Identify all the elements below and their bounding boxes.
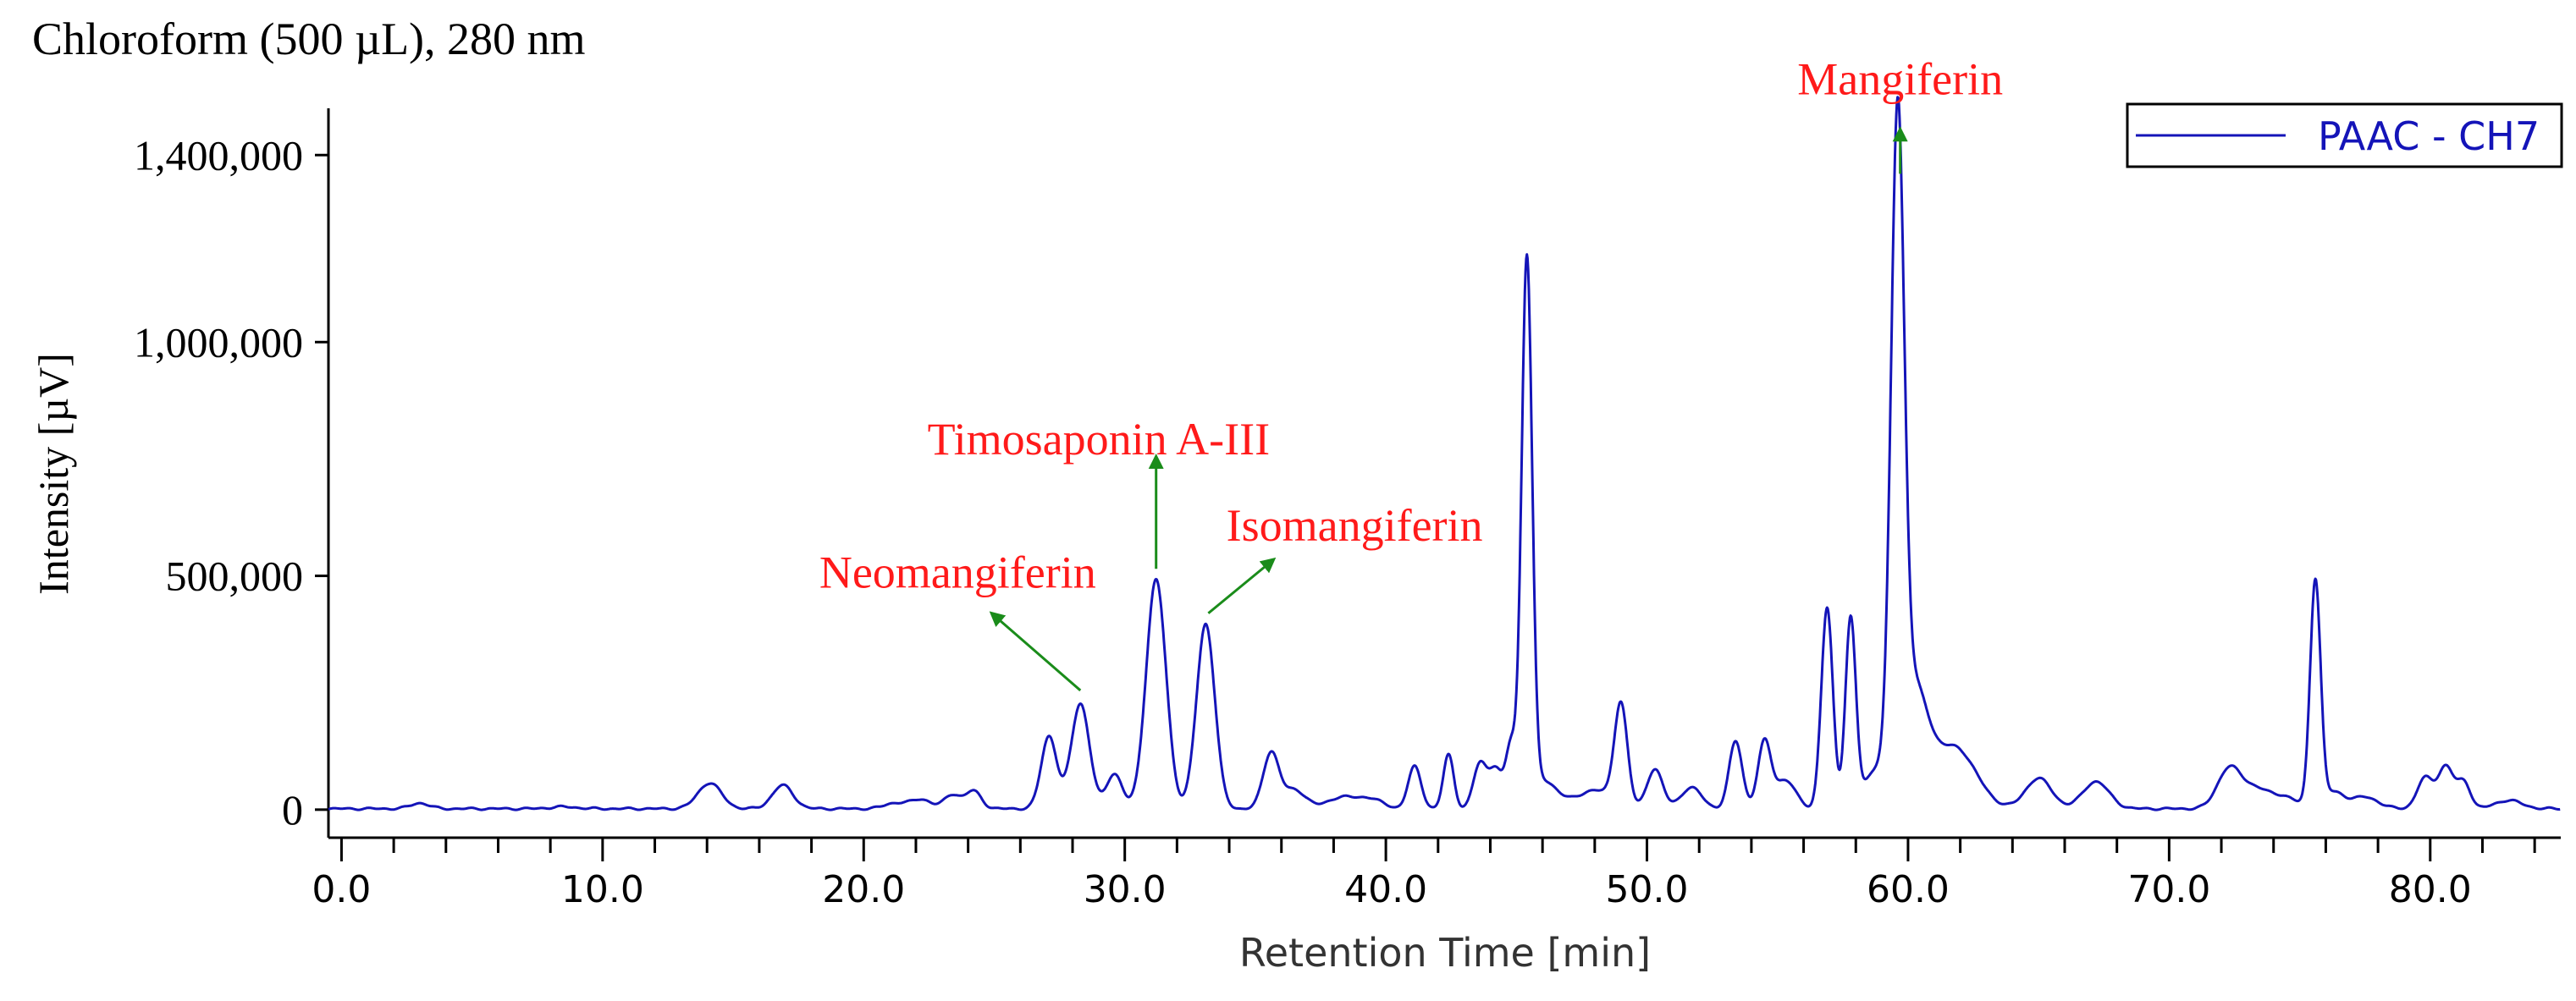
x-tick-label: 70.0 xyxy=(2127,868,2210,911)
x-tick-label: 50.0 xyxy=(1606,868,1689,911)
annotation-neomangiferin: Neomangiferin xyxy=(819,547,1096,597)
x-tick-label: 30.0 xyxy=(1084,868,1167,911)
peak-annotations: Mangiferin Timosaponin A-III Isomangiferin… xyxy=(819,53,2003,692)
x-tick-label: 0.0 xyxy=(312,868,371,911)
chart-title: Chloroform (500 µL), 280 nm xyxy=(32,14,586,64)
legend: PAAC - CH7 xyxy=(2126,102,2563,168)
y-axis-label: Intensity [µV] xyxy=(30,353,77,595)
x-axis-label: Retention Time [min] xyxy=(1239,930,1651,976)
y-ticks: 0 500,000 1,000,000 1,400,000 xyxy=(134,131,328,833)
data-trace-paac-ch7 xyxy=(328,96,2561,811)
x-ticks: 0.0 10.0 20.0 30.0 40.0 50.0 60.0 70.0 80.0 xyxy=(312,838,2536,911)
legend-label: PAAC - CH7 xyxy=(2318,113,2540,159)
y-tick-label: 0 xyxy=(282,786,303,833)
y-tick-label: 1,400,000 xyxy=(134,131,303,179)
x-tick-label: 80.0 xyxy=(2389,868,2472,911)
x-tick-label: 10.0 xyxy=(561,868,644,911)
annotation-arrow xyxy=(1207,557,1277,614)
annotation-isomangiferin: Isomangiferin xyxy=(1227,500,1483,551)
y-tick-label: 1,000,000 xyxy=(134,318,303,366)
axes xyxy=(327,108,2561,839)
y-tick-label: 500,000 xyxy=(166,553,304,600)
annotation-timosaponin-a-iii: Timosaponin A-III xyxy=(928,414,1271,465)
annotation-arrow xyxy=(989,611,1082,692)
x-tick-label: 40.0 xyxy=(1344,868,1427,911)
x-tick-label: 60.0 xyxy=(1867,868,1950,911)
annotation-mangiferin: Mangiferin xyxy=(1797,53,2003,104)
x-tick-label: 20.0 xyxy=(822,868,905,911)
